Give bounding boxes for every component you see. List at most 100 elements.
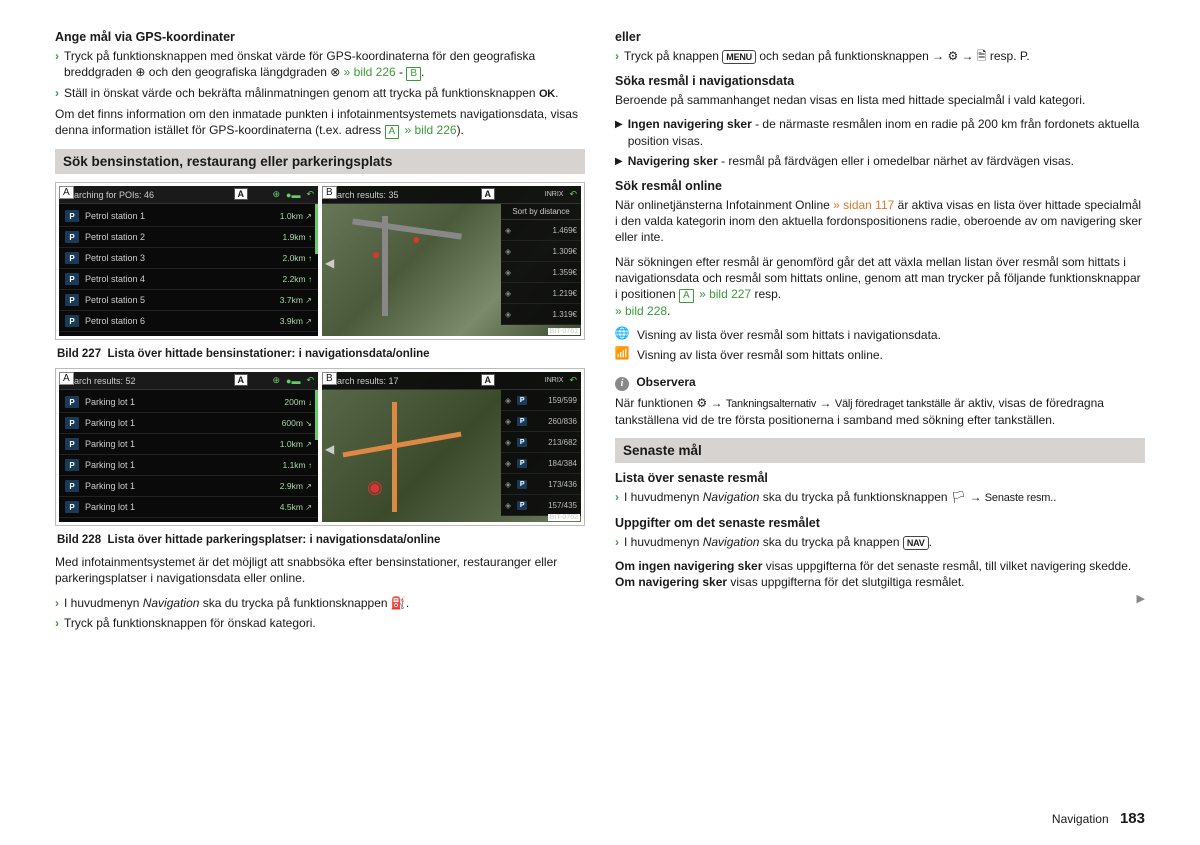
heading: Sök resmål online xyxy=(615,179,1145,193)
bullet-arrow-icon: › xyxy=(615,48,619,64)
icon-line: 📶 Visning av lista över resmål som hitta… xyxy=(615,347,1145,363)
parking-icon: P xyxy=(517,396,527,405)
heading: Uppgifter om det senaste resmålet xyxy=(615,516,1145,530)
paragraph: Beroende på sammanhanget nedan visas en … xyxy=(615,92,1145,108)
bullet-arrow-icon: › xyxy=(55,595,59,611)
paragraph: Med infotainmentsystemet är det möjligt … xyxy=(55,554,585,586)
list-item: ◈1.359€ xyxy=(501,262,581,283)
bullet-text: Ställ in önskat värde och bekräfta målin… xyxy=(64,85,558,102)
link-ref: » bild 226 xyxy=(405,123,457,137)
triangle-bullet: ▶ Ingen navigering sker - de närmaste re… xyxy=(615,116,1145,148)
list-item: PParking lot 11.0km ↗ xyxy=(59,434,318,455)
map-collapse-icon: ◀ xyxy=(325,442,334,456)
poi-icon: P xyxy=(65,480,79,492)
icon-line: 🌐 Visning av lista över resmål som hitta… xyxy=(615,327,1145,343)
fig228-right-pane: B A Search results: 17 INRIX↶ ◉ ◀ ◈P159/… xyxy=(322,372,581,522)
poi-distance: 200m ↓ xyxy=(284,397,312,407)
screen-title: Searching for POIs: 46 xyxy=(63,190,154,200)
bullet-text: Tryck på funktionsknappen för önskad kat… xyxy=(64,615,316,631)
poi-icon: P xyxy=(65,231,79,243)
note-block: i Observera xyxy=(615,375,1145,391)
heading: Söka resmål i navigationsdata xyxy=(615,74,1145,88)
online-result-list: ◈P159/599◈P260/836◈P213/682◈P184/384◈P17… xyxy=(501,390,581,516)
header-icons: INRIX↶ xyxy=(545,189,577,200)
poi-distance: 1.0km ↗ xyxy=(280,439,312,449)
list-item: ◈P157/435 xyxy=(501,495,581,516)
list-item: ◈P260/836 xyxy=(501,411,581,432)
triangle-icon: ▶ xyxy=(615,118,623,132)
list-item: PParking lot 11.1km ↑ xyxy=(59,455,318,476)
key-badge: A xyxy=(679,289,694,303)
bullet-text: Tryck på knappen MENU och sedan på funkt… xyxy=(624,48,1030,64)
pane-badge: A xyxy=(481,188,496,200)
paragraph: Om ingen navigering sker visas uppgifter… xyxy=(615,558,1145,590)
poi-name: Parking lot 1 xyxy=(85,418,135,428)
poi-distance: 2.2km ↑ xyxy=(282,274,312,284)
pane-badge: A xyxy=(481,374,496,386)
poi-distance: 1.9km ↑ xyxy=(282,232,312,242)
poi-name: Parking lot 1 xyxy=(85,481,135,491)
bullet-arrow-icon: › xyxy=(55,85,59,101)
list-item: PParking lot 14.5km ↗ xyxy=(59,497,318,518)
link-ref: » bild 226 xyxy=(344,65,396,79)
list-item: PParking lot 1600m ↘ xyxy=(59,413,318,434)
list-item: ◈P184/384 xyxy=(501,453,581,474)
list-item: PPetrol station 63.9km ↗ xyxy=(59,311,318,332)
link-ref: » bild 227 xyxy=(699,287,751,301)
online-result-list: Sort by distance ◈1.469€◈1.309€◈1.359€◈1… xyxy=(501,204,581,325)
triangle-bullet: ▶ Navigering sker - resmål på färdvägen … xyxy=(615,153,1145,169)
poi-name: Petrol station 4 xyxy=(85,274,145,284)
paragraph: Om det finns information om den inmatade… xyxy=(55,106,585,139)
poi-name: Parking lot 1 xyxy=(85,460,135,470)
bullet-arrow-icon: › xyxy=(615,534,619,550)
section-heading: Senaste mål xyxy=(615,438,1145,463)
map-collapse-icon: ◀ xyxy=(325,256,334,270)
bullet: › Tryck på funktionsknappen med önskat v… xyxy=(55,48,585,81)
poi-distance: 3.7km ↗ xyxy=(280,295,312,305)
fig227-right-pane: B A Search results: 35 INRIX↶ ● ● ◀ xyxy=(322,186,581,336)
list-item: P Petrol station 3 2.0km ↑ xyxy=(59,248,318,269)
side-value: 1.469€ xyxy=(553,226,577,235)
side-value: 260/836 xyxy=(548,417,577,426)
link-ref: » sidan 117 xyxy=(833,198,894,212)
bullet-arrow-icon: › xyxy=(55,48,59,64)
right-column: eller › Tryck på knappen MENU och sedan … xyxy=(615,30,1145,635)
bullet-text: I huvudmenyn Navigation ska du trycka på… xyxy=(64,595,409,611)
bullet: › I huvudmenyn Navigation ska du trycka … xyxy=(615,489,1145,506)
list-item: ◈P213/682 xyxy=(501,432,581,453)
figure-caption: Bild 228 Lista över hittade parkeringspl… xyxy=(55,530,585,554)
pane-badge: A xyxy=(234,188,249,200)
side-value: 1.219€ xyxy=(553,289,577,298)
pane-letter: A xyxy=(59,186,74,199)
poi-distance: 600m ↘ xyxy=(282,418,312,428)
list-item: ◈1.219€ xyxy=(501,283,581,304)
heading: Lista över senaste resmål xyxy=(615,471,1145,485)
bullet: › Tryck på funktionsknappen för önskad k… xyxy=(55,615,585,631)
header-icons: ⊕●▬↶ xyxy=(272,189,314,200)
list-item: PParking lot 12.9km ↗ xyxy=(59,476,318,497)
poi-name: Parking lot 1 xyxy=(85,397,135,407)
left-column: Ange mål via GPS-koordinater › Tryck på … xyxy=(55,30,585,635)
info-icon: i xyxy=(615,377,629,391)
figure-228: A A Search results: 52 ⊕●▬↶ PParking lot… xyxy=(55,368,585,526)
poi-distance: 1.0km ↗ xyxy=(280,211,312,221)
list-item: ◈P173/436 xyxy=(501,474,581,495)
page-number: 183 xyxy=(1120,810,1145,827)
side-value: 173/436 xyxy=(548,480,577,489)
poi-distance: 4.5km ↗ xyxy=(280,502,312,512)
link-ref: » bild 228 xyxy=(615,304,667,318)
poi-name: Petrol station 3 xyxy=(85,253,145,263)
pane-letter: B xyxy=(322,372,337,385)
side-value: 157/435 xyxy=(548,501,577,510)
poi-distance: 2.0km ↑ xyxy=(282,253,312,263)
poi-icon: P xyxy=(65,294,79,306)
figure-227: A A Searching for POIs: 46 ⊕●▬↶ PPetrol … xyxy=(55,182,585,340)
nav-button-icon: NAV xyxy=(903,536,929,550)
parking-icon: P xyxy=(517,417,527,426)
bullet-arrow-icon: › xyxy=(55,615,59,631)
list-item: P Parking lot 1 200m ↓ xyxy=(59,392,318,413)
poi-icon: P xyxy=(65,252,79,264)
parking-icon: P xyxy=(517,459,527,468)
paragraph: När onlinetjänsterna Infotainment Online… xyxy=(615,197,1145,246)
poi-icon: P xyxy=(65,396,79,408)
